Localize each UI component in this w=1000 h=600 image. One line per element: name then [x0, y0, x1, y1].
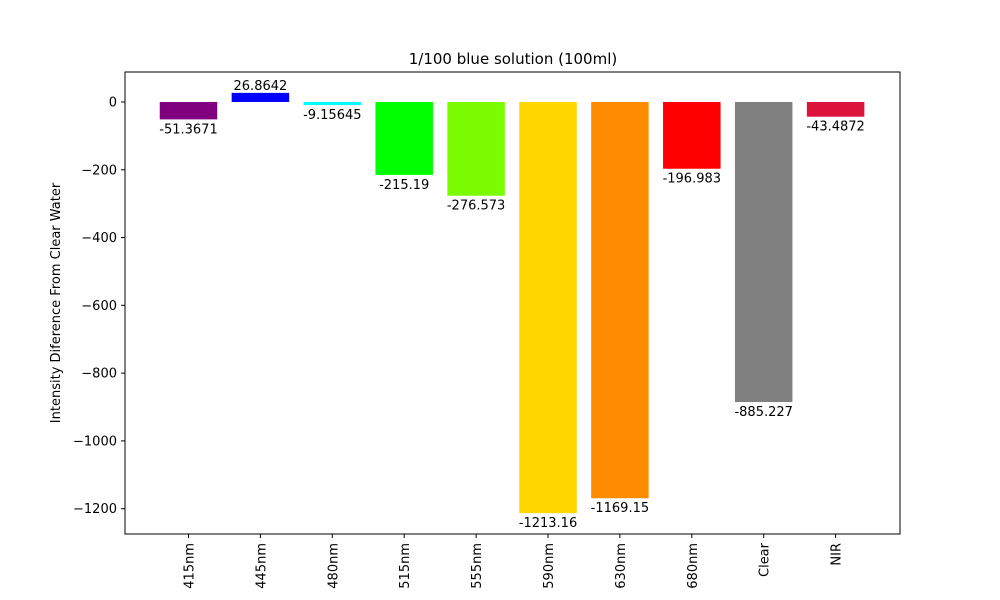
bar-480nm	[303, 101, 362, 106]
bar-515nm	[375, 101, 433, 175]
bar-value-label: -1213.16	[519, 516, 577, 531]
x-tick-label: 480nm	[326, 543, 341, 589]
x-tick-label: 555nm	[470, 543, 485, 589]
bar-value-label: -51.3671	[159, 122, 217, 137]
bar-value-label: 26.8642	[234, 79, 288, 94]
x-tick-label: 415nm	[183, 543, 198, 589]
y-tick-label: 0	[109, 95, 117, 110]
y-tick-label: −800	[81, 367, 117, 382]
bars-group: -51.3671 26.8642 -9.15645 -215.19 -276.573 -1…	[159, 79, 865, 531]
y-tick-label: −200	[81, 163, 117, 178]
x-axis: 415nm 445nm 480nm 515nm 555nm 590nm 630nm 680nm…	[183, 534, 845, 589]
x-tick-label: NIR	[830, 543, 845, 566]
x-tick-label: 630nm	[614, 543, 629, 589]
bar-415nm	[159, 101, 218, 120]
y-tick-label: −400	[81, 231, 117, 246]
bar-value-label: -215.19	[379, 178, 429, 193]
bar-630nm	[591, 101, 649, 499]
bar-value-label: -1169.15	[591, 501, 649, 516]
x-tick-label: Clear	[758, 542, 773, 577]
y-axis-label: Intensity Diference From Clear Water	[49, 182, 64, 423]
bar-555nm	[447, 101, 505, 196]
x-tick-label: 445nm	[254, 543, 269, 589]
y-tick-label: −1000	[73, 434, 117, 449]
bar-590nm	[519, 101, 577, 514]
bar-value-label: -885.227	[734, 405, 792, 420]
plot-frame	[124, 71, 901, 535]
y-tick-label: −1200	[73, 502, 117, 517]
y-tick-label: −600	[81, 299, 117, 314]
x-tick-label: 680nm	[686, 543, 701, 589]
bar-value-label: -43.4872	[806, 120, 864, 135]
x-tick-label: 515nm	[398, 543, 413, 589]
bar-clear	[734, 101, 793, 403]
chart-title: 1/100 blue solution (100ml)	[409, 50, 617, 68]
x-tick-label: 590nm	[542, 543, 557, 589]
bar-value-label: -276.573	[447, 199, 505, 214]
y-axis: 0 −200 −400 −600 −800 −1000 −1200	[73, 95, 125, 517]
bar-value-label: -196.983	[663, 172, 721, 187]
bar-680nm	[663, 101, 721, 169]
bar-445nm	[231, 92, 290, 102]
bar-value-label: -9.15645	[303, 108, 361, 123]
bar-nir	[806, 101, 865, 117]
